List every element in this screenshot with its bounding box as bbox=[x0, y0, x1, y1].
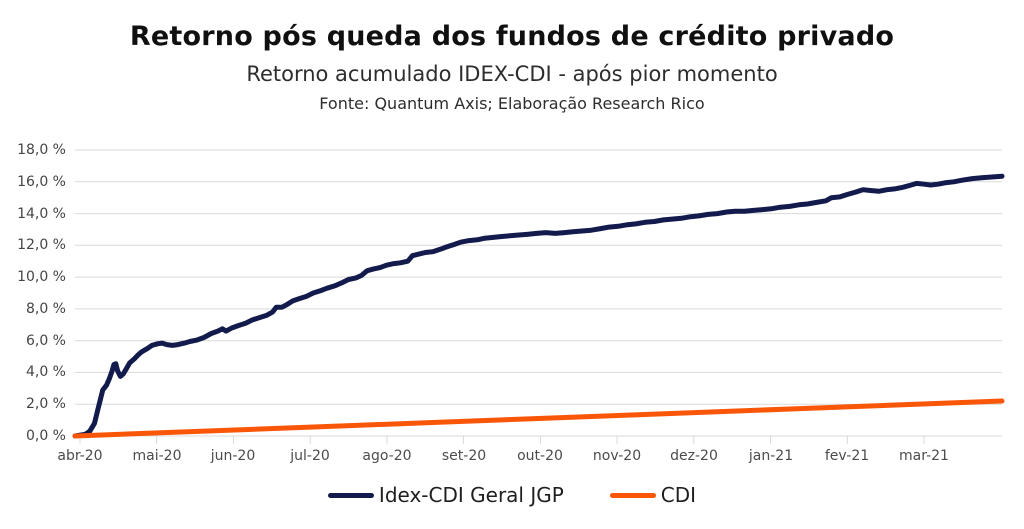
x-axis-label: jan-21 bbox=[748, 448, 794, 464]
y-axis-label: 18,0 % bbox=[17, 142, 66, 158]
legend-swatch-idex-cdi-geral-jgp bbox=[327, 492, 374, 498]
x-axis-label: nov-20 bbox=[592, 448, 642, 464]
y-axis-label: 4,0 % bbox=[25, 364, 66, 380]
y-axis-label: 2,0 % bbox=[25, 396, 66, 412]
x-axis-label: jun-20 bbox=[210, 448, 256, 464]
y-axis-label: 16,0 % bbox=[17, 174, 66, 190]
x-axis-label: mar-21 bbox=[899, 448, 949, 464]
x-axis-label: dez-20 bbox=[670, 448, 718, 464]
chart-subtitle: Retorno acumulado IDEX-CDI - após pior m… bbox=[246, 62, 778, 86]
y-axis-label: 14,0 % bbox=[17, 206, 66, 222]
legend: Idex-CDI Geral JGP CDI bbox=[0, 483, 1024, 507]
chart-title: Retorno pós queda dos fundos de crédito … bbox=[129, 21, 895, 52]
x-axis-label: mai-20 bbox=[132, 448, 182, 464]
series-line-idex-cdi-geral-jgp bbox=[72, 173, 1005, 439]
legend-label-cdi: CDI bbox=[660, 483, 697, 507]
y-axis-label: 0,0 % bbox=[25, 428, 66, 444]
chart-header: Retorno pós queda dos fundos de crédito … bbox=[0, 21, 1024, 113]
x-axis-label: ago-20 bbox=[362, 448, 412, 464]
x-axis-label: fev-21 bbox=[824, 448, 870, 464]
chart-source-note: Fonte: Quantum Axis; Elaboração Research… bbox=[319, 94, 705, 113]
legend-swatch-cdi bbox=[609, 492, 656, 498]
y-axis-label: 10,0 % bbox=[17, 269, 66, 285]
series-line-cdi bbox=[72, 398, 1005, 439]
x-axis-label: set-20 bbox=[441, 448, 487, 464]
y-axis-label: 12,0 % bbox=[17, 237, 66, 253]
legend-item-idex-cdi-geral-jgp: Idex-CDI Geral JGP bbox=[327, 483, 564, 507]
x-axis-label: jul-20 bbox=[290, 448, 330, 464]
legend-item-cdi: CDI bbox=[609, 483, 697, 507]
y-axis-label: 6,0 % bbox=[25, 333, 66, 349]
x-axis-label: abr-20 bbox=[57, 448, 103, 464]
y-axis-label: 8,0 % bbox=[25, 301, 66, 317]
x-axis-label: out-20 bbox=[517, 448, 563, 464]
legend-label-idex-cdi-geral-jgp: Idex-CDI Geral JGP bbox=[378, 483, 564, 507]
